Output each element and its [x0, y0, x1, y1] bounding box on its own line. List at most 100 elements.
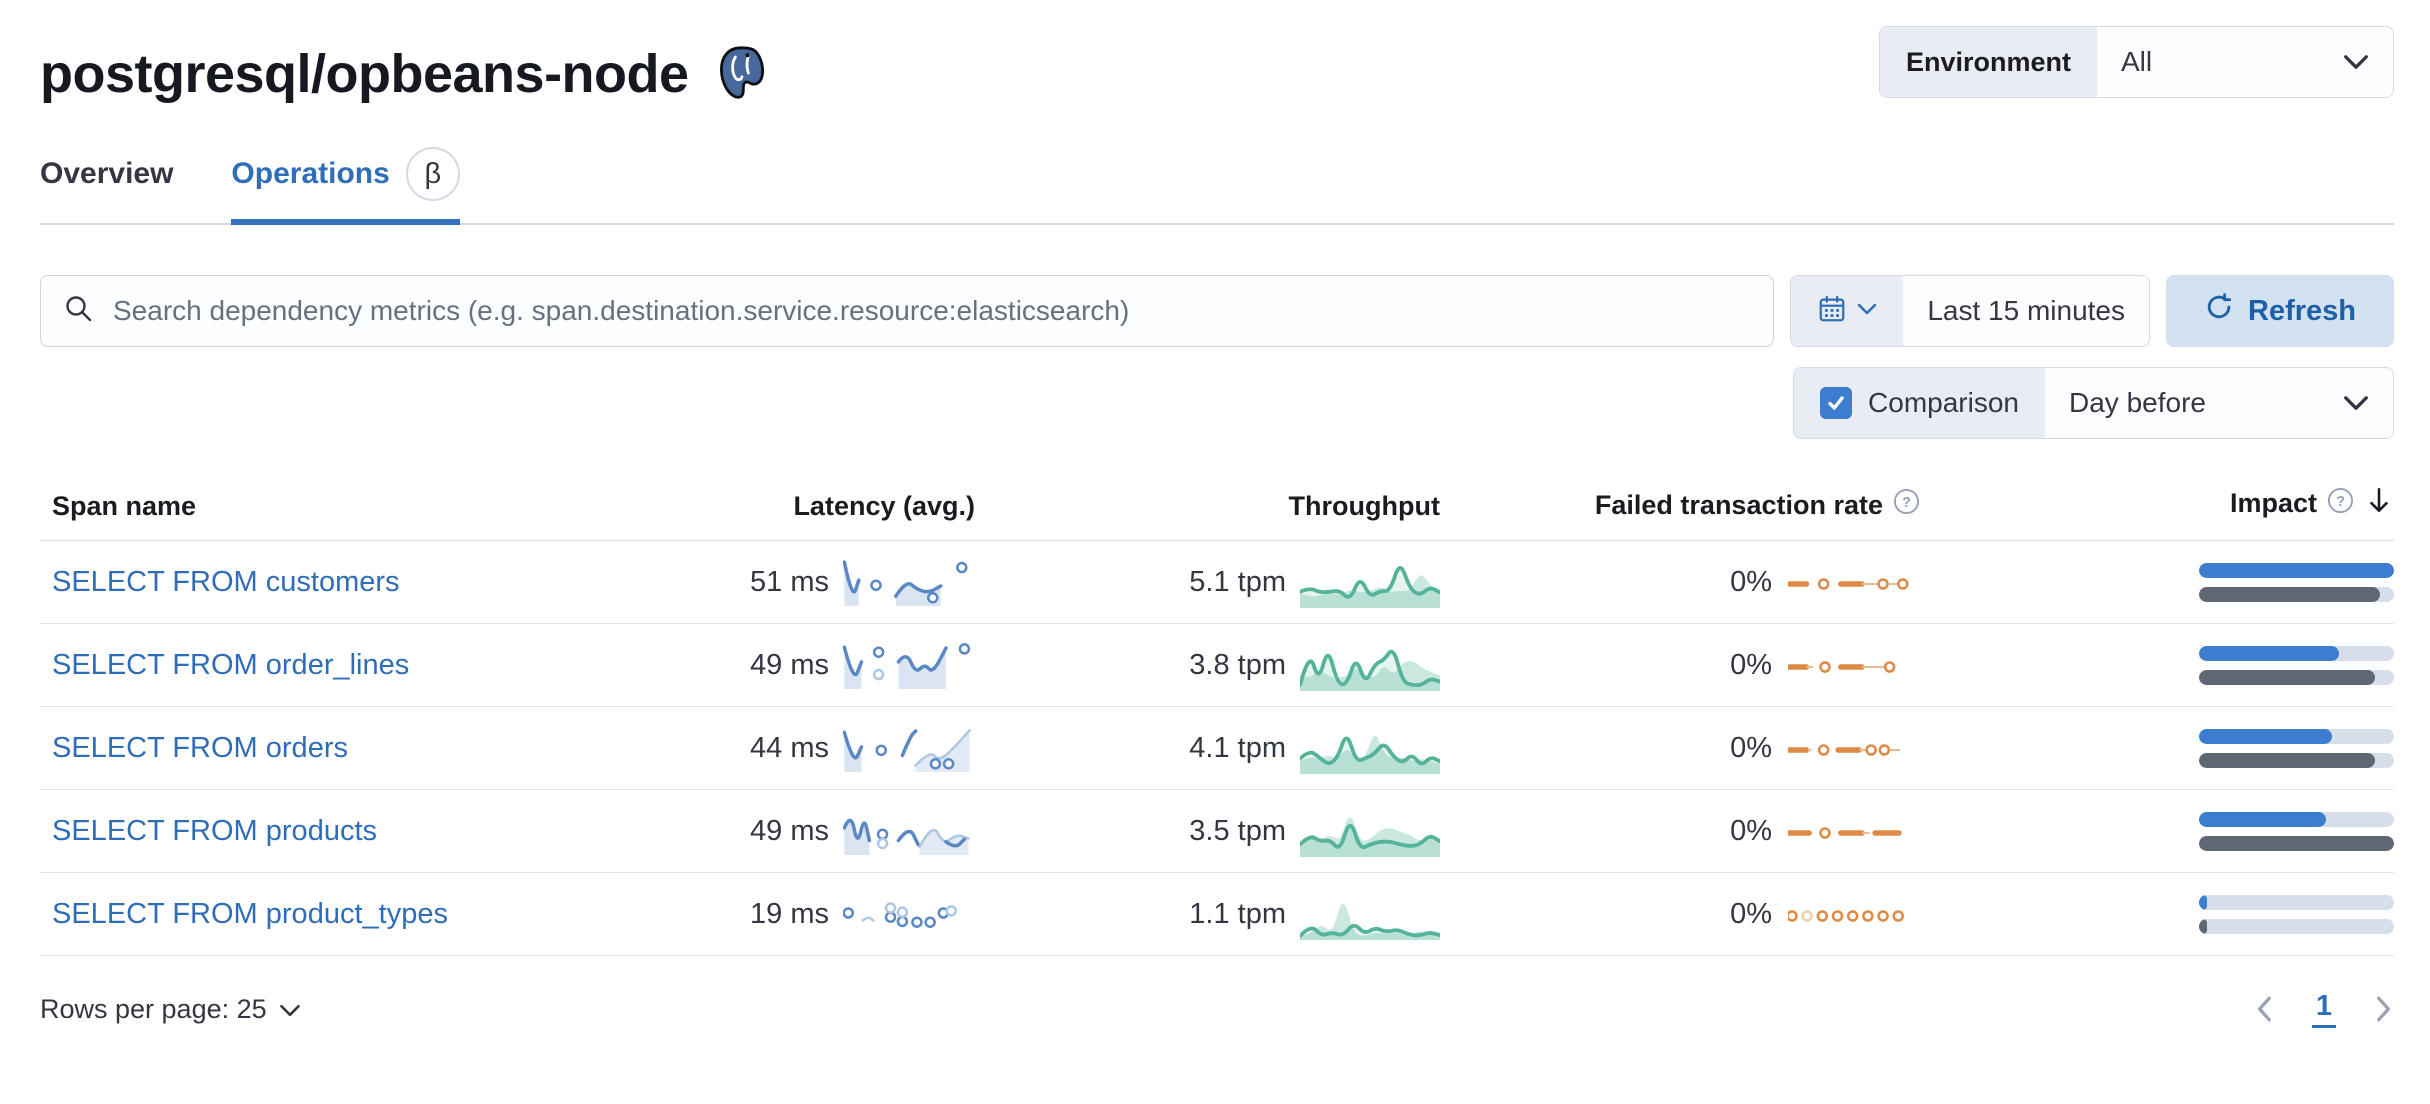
- span-name-link[interactable]: SELECT FROM orders: [52, 731, 348, 764]
- svg-text:?: ?: [2336, 493, 2345, 509]
- tab-operations[interactable]: Operations β: [231, 147, 461, 225]
- impact-bars: [2199, 811, 2394, 851]
- environment-filter[interactable]: Environment All: [1878, 26, 2394, 98]
- failed-rate-sparkline: [1788, 744, 1901, 756]
- impact-bars: [2199, 562, 2394, 602]
- chevron-down-icon: [279, 994, 301, 1025]
- latency-value: 19 ms: [750, 897, 829, 930]
- table-row: SELECT FROM products 49 ms 3.5 tpm 0%: [40, 790, 2394, 873]
- chevron-down-icon: [2343, 46, 2369, 78]
- comparison-row: Comparison Day before: [40, 367, 2394, 439]
- sort-descending-icon: [2364, 485, 2394, 522]
- failed-rate-sparkline: [1788, 661, 1896, 673]
- question-circle-icon: ?: [1893, 488, 1920, 522]
- failed-rate-sparkline: [1788, 910, 1904, 922]
- throughput-value: 1.1 tpm: [1189, 897, 1286, 930]
- toolbar: Last 15 minutes Refresh: [40, 275, 2394, 347]
- tab-overview[interactable]: Overview: [40, 157, 174, 190]
- pagination: 1: [2254, 990, 2394, 1028]
- failed-rate-value: 0%: [1730, 814, 1772, 847]
- impact-bars: [2199, 645, 2394, 685]
- failed-rate-value: 0%: [1730, 565, 1772, 598]
- table-row: SELECT FROM orders 44 ms 4.1 tpm 0%: [40, 707, 2394, 790]
- impact-bars: [2199, 894, 2394, 934]
- table-row: SELECT FROM customers 51 ms 5.1 tpm 0%: [40, 541, 2394, 624]
- search-box[interactable]: [40, 275, 1775, 347]
- span-name-link[interactable]: SELECT FROM products: [52, 814, 378, 847]
- impact-current-bar: [2199, 728, 2394, 744]
- dependency-operations-page: postgresql/opbeans-node Environment All: [40, 26, 2394, 1028]
- latency-value: 51 ms: [750, 565, 829, 598]
- search-icon: [63, 293, 95, 330]
- latency-value: 44 ms: [750, 731, 829, 764]
- column-header-failed-rate: Failed transaction rate ?: [1440, 488, 2050, 522]
- previous-page-button[interactable]: [2254, 995, 2276, 1023]
- failed-rate-sparkline: [1788, 578, 1909, 590]
- refresh-button[interactable]: Refresh: [2166, 275, 2394, 347]
- environment-label: Environment: [1879, 27, 2097, 97]
- rows-per-page-button[interactable]: Rows per page: 25: [40, 994, 301, 1025]
- svg-text:?: ?: [1902, 495, 1911, 511]
- table-row: SELECT FROM order_lines 49 ms 3.8 tpm 0%: [40, 624, 2394, 707]
- tab-bar: Overview Operations β: [40, 147, 2394, 225]
- latency-sparkline: [843, 560, 968, 606]
- failed-rate-value: 0%: [1730, 897, 1772, 930]
- calendar-icon: [1817, 294, 1847, 329]
- throughput-sparkline: [1300, 566, 1440, 608]
- operations-table: Span name Latency (avg.) Throughput Fail…: [40, 485, 2394, 956]
- throughput-sparkline: [1300, 649, 1440, 691]
- column-header-latency: Latency (avg.): [793, 491, 975, 521]
- latency-value: 49 ms: [750, 814, 829, 847]
- latency-sparkline: [843, 643, 971, 689]
- failed-rate-value: 0%: [1730, 731, 1772, 764]
- comparison-label: Comparison: [1868, 387, 2019, 418]
- span-name-link[interactable]: SELECT FROM order_lines: [52, 648, 410, 681]
- impact-previous-bar: [2199, 669, 2394, 685]
- impact-previous-bar: [2199, 918, 2394, 934]
- span-name-link[interactable]: SELECT FROM product_types: [52, 897, 448, 930]
- page-header: postgresql/opbeans-node Environment All: [40, 26, 2394, 107]
- throughput-sparkline: [1300, 735, 1440, 774]
- impact-current-bar: [2199, 562, 2394, 578]
- impact-previous-bar: [2199, 586, 2394, 602]
- refresh-icon: [2204, 292, 2234, 330]
- search-input[interactable]: [111, 294, 1752, 328]
- time-range-button[interactable]: Last 15 minutes: [1927, 295, 2125, 326]
- table-header: Span name Latency (avg.) Throughput Fail…: [40, 485, 2394, 541]
- span-name-link[interactable]: SELECT FROM customers: [52, 565, 400, 598]
- latency-sparkline: [843, 818, 970, 855]
- latency-value: 49 ms: [750, 648, 829, 681]
- impact-current-bar: [2199, 894, 2394, 910]
- date-picker: Last 15 minutes: [1790, 275, 2150, 347]
- impact-previous-bar: [2199, 752, 2394, 768]
- column-header-throughput: Throughput: [1288, 491, 1440, 521]
- comparison-checkbox[interactable]: [1820, 387, 1853, 419]
- chevron-down-icon: [2343, 387, 2369, 419]
- beta-badge: β: [405, 147, 460, 201]
- column-header-span-name: Span name: [52, 491, 197, 521]
- table-footer: Rows per page: 25 1: [40, 990, 2394, 1028]
- date-quick-select-button[interactable]: [1791, 276, 1904, 346]
- table-body: SELECT FROM customers 51 ms 5.1 tpm 0% S…: [40, 541, 2394, 956]
- failed-rate-value: 0%: [1730, 648, 1772, 681]
- impact-current-bar: [2199, 811, 2394, 827]
- throughput-value: 3.5 tpm: [1189, 814, 1286, 847]
- throughput-sparkline: [1300, 903, 1440, 940]
- comparison-select[interactable]: Day before: [2045, 368, 2393, 438]
- impact-previous-bar: [2199, 835, 2394, 851]
- chevron-down-icon: [1857, 302, 1877, 321]
- latency-sparkline: [843, 902, 957, 928]
- impact-current-bar: [2199, 645, 2394, 661]
- postgresql-elephant-icon: [713, 44, 769, 107]
- throughput-value: 3.8 tpm: [1189, 648, 1286, 681]
- failed-rate-sparkline: [1788, 827, 1902, 839]
- page-number[interactable]: 1: [2311, 990, 2336, 1028]
- latency-sparkline: [843, 728, 971, 772]
- next-page-button[interactable]: [2372, 995, 2394, 1023]
- impact-bars: [2199, 728, 2394, 768]
- table-row: SELECT FROM product_types 19 ms 1.1 tpm …: [40, 873, 2394, 956]
- throughput-value: 5.1 tpm: [1189, 565, 1286, 598]
- column-header-impact[interactable]: Impact ?: [2050, 485, 2394, 522]
- environment-value: All: [2121, 46, 2153, 77]
- page-title: postgresql/opbeans-node: [40, 43, 689, 104]
